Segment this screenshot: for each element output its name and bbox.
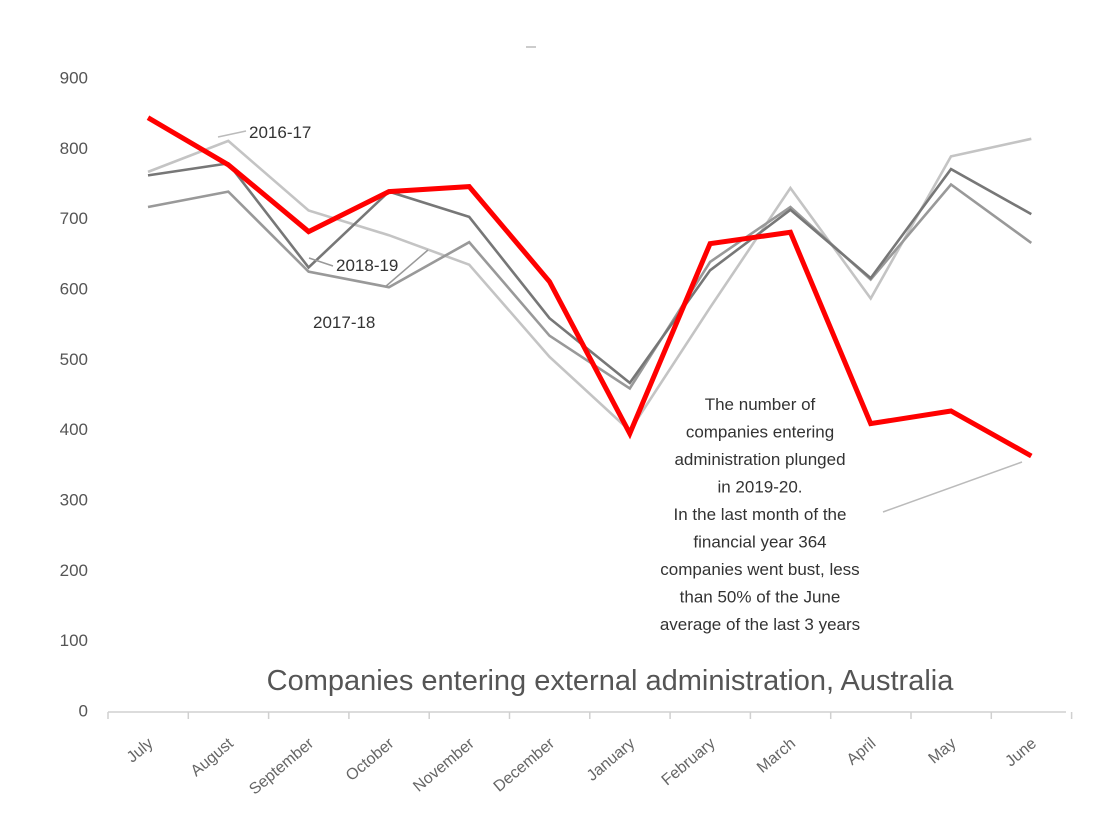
series-label-2016-17: 2016-17 <box>217 123 311 142</box>
annotation-line: companies went bust, less <box>660 560 859 579</box>
annotation-line: average of the last 3 years <box>660 615 860 634</box>
series-label-text-2017-18: 2017-18 <box>313 313 375 332</box>
y-tick-label: 400 <box>60 420 88 439</box>
leader-line-2017-18 <box>384 249 429 288</box>
x-tick-label: February <box>659 735 719 789</box>
annotation-line: in 2019-20. <box>717 478 802 497</box>
x-tick-label: July <box>124 735 157 766</box>
x-tick-label: August <box>188 735 238 780</box>
x-tick-label: May <box>925 735 959 767</box>
leader-line-2016-17 <box>217 130 247 138</box>
x-tick-label: June <box>1002 735 1040 770</box>
y-tick-label: 200 <box>60 561 88 580</box>
annotation-line: financial year 364 <box>693 533 826 552</box>
x-tick-label: September <box>246 735 317 799</box>
annotation-line: than 50% of the June <box>680 588 841 607</box>
x-tick-label: October <box>343 735 398 785</box>
series-label-text-2016-17: 2016-17 <box>249 123 311 142</box>
series-line-current <box>146 115 1033 459</box>
y-axis: 0 100 200 300 400 500 600 700 800 900 <box>60 69 88 721</box>
y-tick-label: 100 <box>60 631 88 650</box>
series-line-2018-19 <box>147 162 1032 385</box>
chart-title: Companies entering external administrati… <box>267 665 955 697</box>
annotation-line: The number of <box>705 395 816 414</box>
y-tick-label: 700 <box>60 209 88 228</box>
series-line-2016-17 <box>147 137 1032 433</box>
y-tick-label: 900 <box>60 69 88 88</box>
y-tick-label: 800 <box>60 139 88 158</box>
y-tick-label: 0 <box>79 701 88 720</box>
x-tick-label: March <box>754 735 799 777</box>
series-lines <box>146 115 1033 459</box>
annotation-line: companies entering <box>686 423 834 442</box>
x-tick-label: November <box>410 735 478 796</box>
annotation-leader-line <box>882 461 1023 513</box>
leader-line-2018-19 <box>308 257 334 267</box>
series-label-text-2018-19: 2018-19 <box>336 256 398 275</box>
x-tick-label: April <box>844 735 879 769</box>
annotation-line: In the last month of the <box>674 505 847 524</box>
y-tick-label: 600 <box>60 280 88 299</box>
x-tick-label: January <box>584 735 639 785</box>
y-tick-label: 500 <box>60 350 88 369</box>
x-tick-label: December <box>491 735 559 796</box>
annotation-text: The number of companies entering administr… <box>660 395 860 634</box>
series-label-2018-19: 2018-19 <box>308 256 398 275</box>
x-axis: July August September October November Decemb… <box>107 711 1073 799</box>
series-label-2017-18: 2017-18 <box>313 249 429 332</box>
annotation-line: administration plunged <box>674 450 845 469</box>
y-tick-label: 300 <box>60 490 88 509</box>
